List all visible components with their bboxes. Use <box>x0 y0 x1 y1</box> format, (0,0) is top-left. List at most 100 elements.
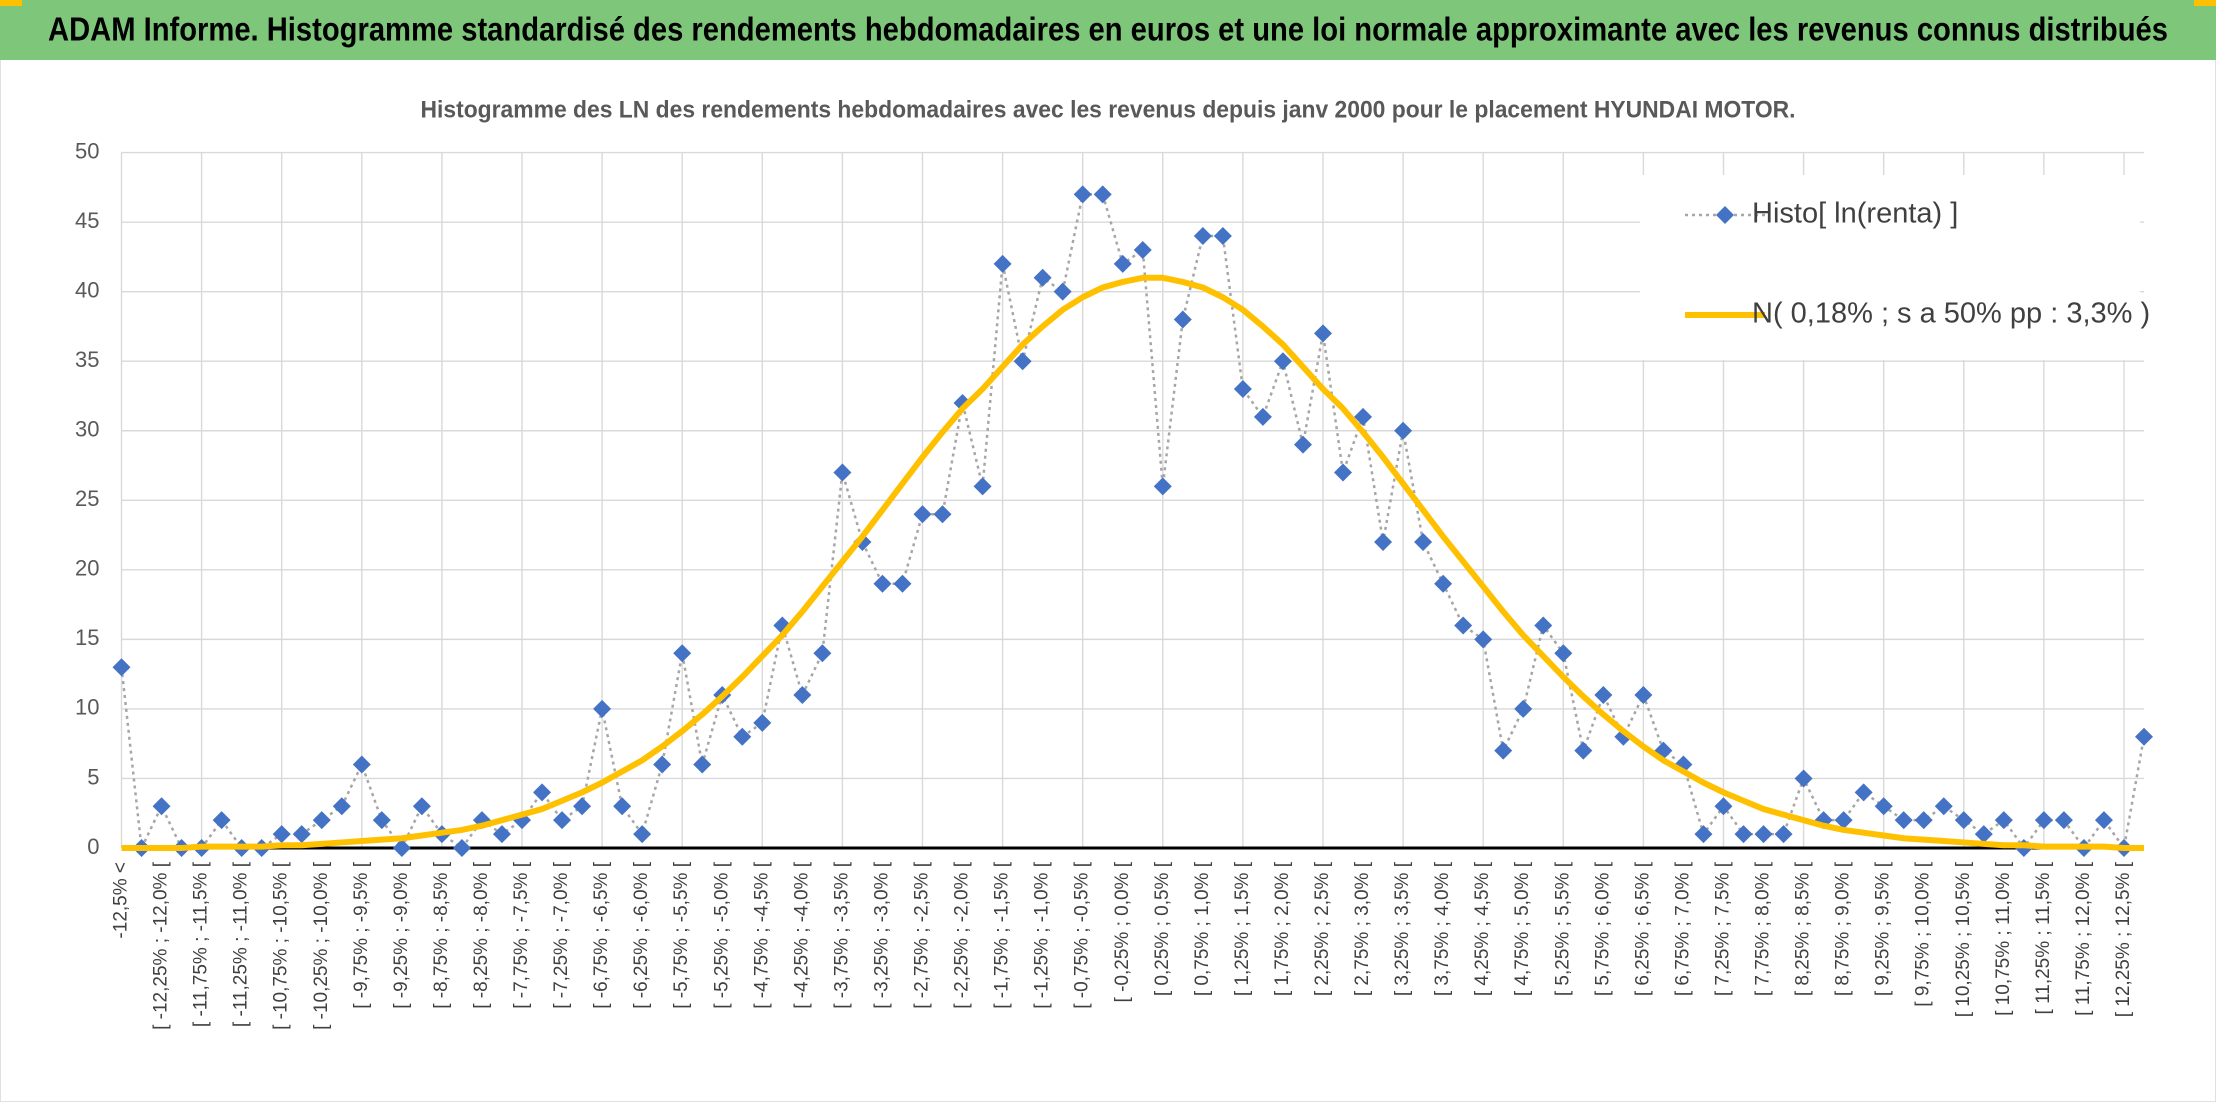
x-tick-label: [ -8,75% ; -8,5% [ <box>431 861 452 1009</box>
data-point <box>1334 463 1353 482</box>
data-point <box>1313 324 1332 343</box>
data-point <box>1974 825 1993 844</box>
x-tick-label: [ 5,25% ; 5,5% [ <box>1552 861 1573 996</box>
data-point <box>1474 630 1493 649</box>
y-tick-label: 5 <box>87 764 99 789</box>
legend-marker <box>1716 206 1734 224</box>
x-tick-label: [ 9,25% ; 9,5% [ <box>1873 861 1894 996</box>
data-point <box>2135 727 2153 746</box>
data-point <box>633 825 652 844</box>
data-point <box>1694 825 1713 844</box>
data-point <box>1213 227 1232 246</box>
data-point <box>1734 825 1753 844</box>
data-point <box>1714 797 1733 816</box>
data-point <box>893 574 912 593</box>
data-point <box>1594 686 1613 705</box>
data-point <box>753 713 772 732</box>
x-tick-label: [ -11,75% ; -11,5% [ <box>191 861 212 1027</box>
x-tick-label: [ 11,25% ; 11,5% [ <box>2033 861 2054 1014</box>
data-point <box>1794 769 1813 788</box>
x-tick-label: [ 0,75% ; 1,0% [ <box>1192 861 1213 996</box>
data-point <box>1954 811 1973 830</box>
x-tick-label: [ -5,75% ; -5,5% [ <box>671 861 692 1009</box>
data-point <box>352 755 371 774</box>
data-point <box>1113 254 1132 273</box>
data-point <box>332 797 351 816</box>
data-point <box>653 755 672 774</box>
x-tick-label: [ -4,25% ; -4,0% [ <box>791 861 812 1009</box>
x-tick-label: [ -3,25% ; -3,0% [ <box>871 861 892 1009</box>
y-tick-label: 30 <box>75 417 99 442</box>
x-tick-label: [ -7,75% ; -7,5% [ <box>511 861 532 1009</box>
x-tick-label: [ 9,75% ; 10,0% [ <box>1913 861 1934 1006</box>
data-point <box>673 644 692 663</box>
data-point <box>1834 811 1853 830</box>
data-point <box>813 644 832 663</box>
y-tick-label: 10 <box>75 695 99 720</box>
data-point <box>1013 352 1032 371</box>
data-point <box>1874 797 1893 816</box>
data-point <box>312 811 331 830</box>
data-point <box>1354 407 1373 426</box>
data-point <box>1534 616 1553 635</box>
data-point <box>1494 741 1513 760</box>
data-point <box>573 797 592 816</box>
data-point <box>1253 407 1272 426</box>
x-tick-label: [ 0,25% ; 0,5% [ <box>1152 861 1173 996</box>
x-tick-label: [ 3,25% ; 3,5% [ <box>1392 861 1413 996</box>
x-tick-label: [ -5,25% ; -5,0% [ <box>711 861 732 1009</box>
legend-label: Histo[ ln(renta) ] <box>1752 198 1958 230</box>
x-tick-label: [ -0,25% ; 0,0% [ <box>1112 861 1133 1002</box>
x-tick-label: [ 2,25% ; 2,5% [ <box>1312 861 1333 996</box>
y-tick-label: 15 <box>75 625 99 650</box>
data-point <box>793 686 812 705</box>
data-point <box>1233 380 1252 399</box>
x-tick-label: [ 4,25% ; 4,5% [ <box>1472 861 1493 996</box>
data-point <box>212 811 231 830</box>
data-point <box>833 463 852 482</box>
data-point <box>1854 783 1873 802</box>
data-point <box>873 574 892 593</box>
x-tick-label: [ -12,25% ; -12,0% [ <box>151 861 172 1030</box>
x-tick-label: [ 8,25% ; 8,5% [ <box>1793 861 1814 996</box>
data-point <box>392 839 411 857</box>
data-point <box>1994 811 2013 830</box>
y-tick-label: 45 <box>75 208 99 233</box>
x-tick-label: [ -7,25% ; -7,0% [ <box>551 861 572 1009</box>
x-tick-label: [ -2,25% ; -2,0% [ <box>952 861 973 1009</box>
data-point <box>1153 477 1172 496</box>
x-tick-label: [ 8,75% ; 9,0% [ <box>1833 861 1854 996</box>
y-tick-label: 20 <box>75 556 99 581</box>
x-tick-label: [ 11,75% ; 12,0% [ <box>2073 861 2094 1016</box>
data-point <box>1934 797 1953 816</box>
x-tick-label: [ 10,75% ; 11,0% [ <box>1993 861 2014 1016</box>
x-tick-label: [ 1,75% ; 2,0% [ <box>1272 861 1293 996</box>
x-tick-label: [ -9,25% ; -9,0% [ <box>391 861 412 1009</box>
series-line <box>121 274 2144 851</box>
data-point <box>933 505 952 524</box>
data-point <box>1173 310 1192 329</box>
x-tick-label: [ 3,75% ; 4,0% [ <box>1432 861 1453 996</box>
data-point <box>913 505 932 524</box>
x-tick-label: [ -1,75% ; -1,5% [ <box>992 861 1013 1009</box>
data-point <box>1053 282 1072 301</box>
x-tick-label: [ 10,25% ; 10,5% [ <box>1953 861 1974 1017</box>
header-accent <box>2194 0 2216 6</box>
x-tick-label: [ -1,25% ; -1,0% [ <box>1032 861 1053 1009</box>
data-point <box>1093 185 1112 204</box>
x-tick-label: [ -8,25% ; -8,0% [ <box>471 861 492 1009</box>
data-point <box>492 825 511 844</box>
legend-label: N( 0,18% ; s a 50% pp : 3,3% ) <box>1752 298 2150 330</box>
x-tick-label: [ -2,75% ; -2,5% [ <box>912 861 933 1009</box>
data-point <box>1374 533 1393 552</box>
x-tick-label: [ -11,25% ; -11,0% [ <box>231 861 252 1027</box>
data-point <box>152 797 171 816</box>
x-tick-label: [ 6,25% ; 6,5% [ <box>1632 861 1653 996</box>
x-tick-label: [ -10,25% ; -10,0% [ <box>311 861 332 1030</box>
x-tick-label: [ -3,75% ; -3,5% [ <box>831 861 852 1009</box>
data-point <box>372 811 391 830</box>
x-tick-label: -12,5% < <box>111 862 132 939</box>
data-point <box>693 755 712 774</box>
x-tick-label: [ -6,75% ; -6,5% [ <box>591 861 612 1009</box>
